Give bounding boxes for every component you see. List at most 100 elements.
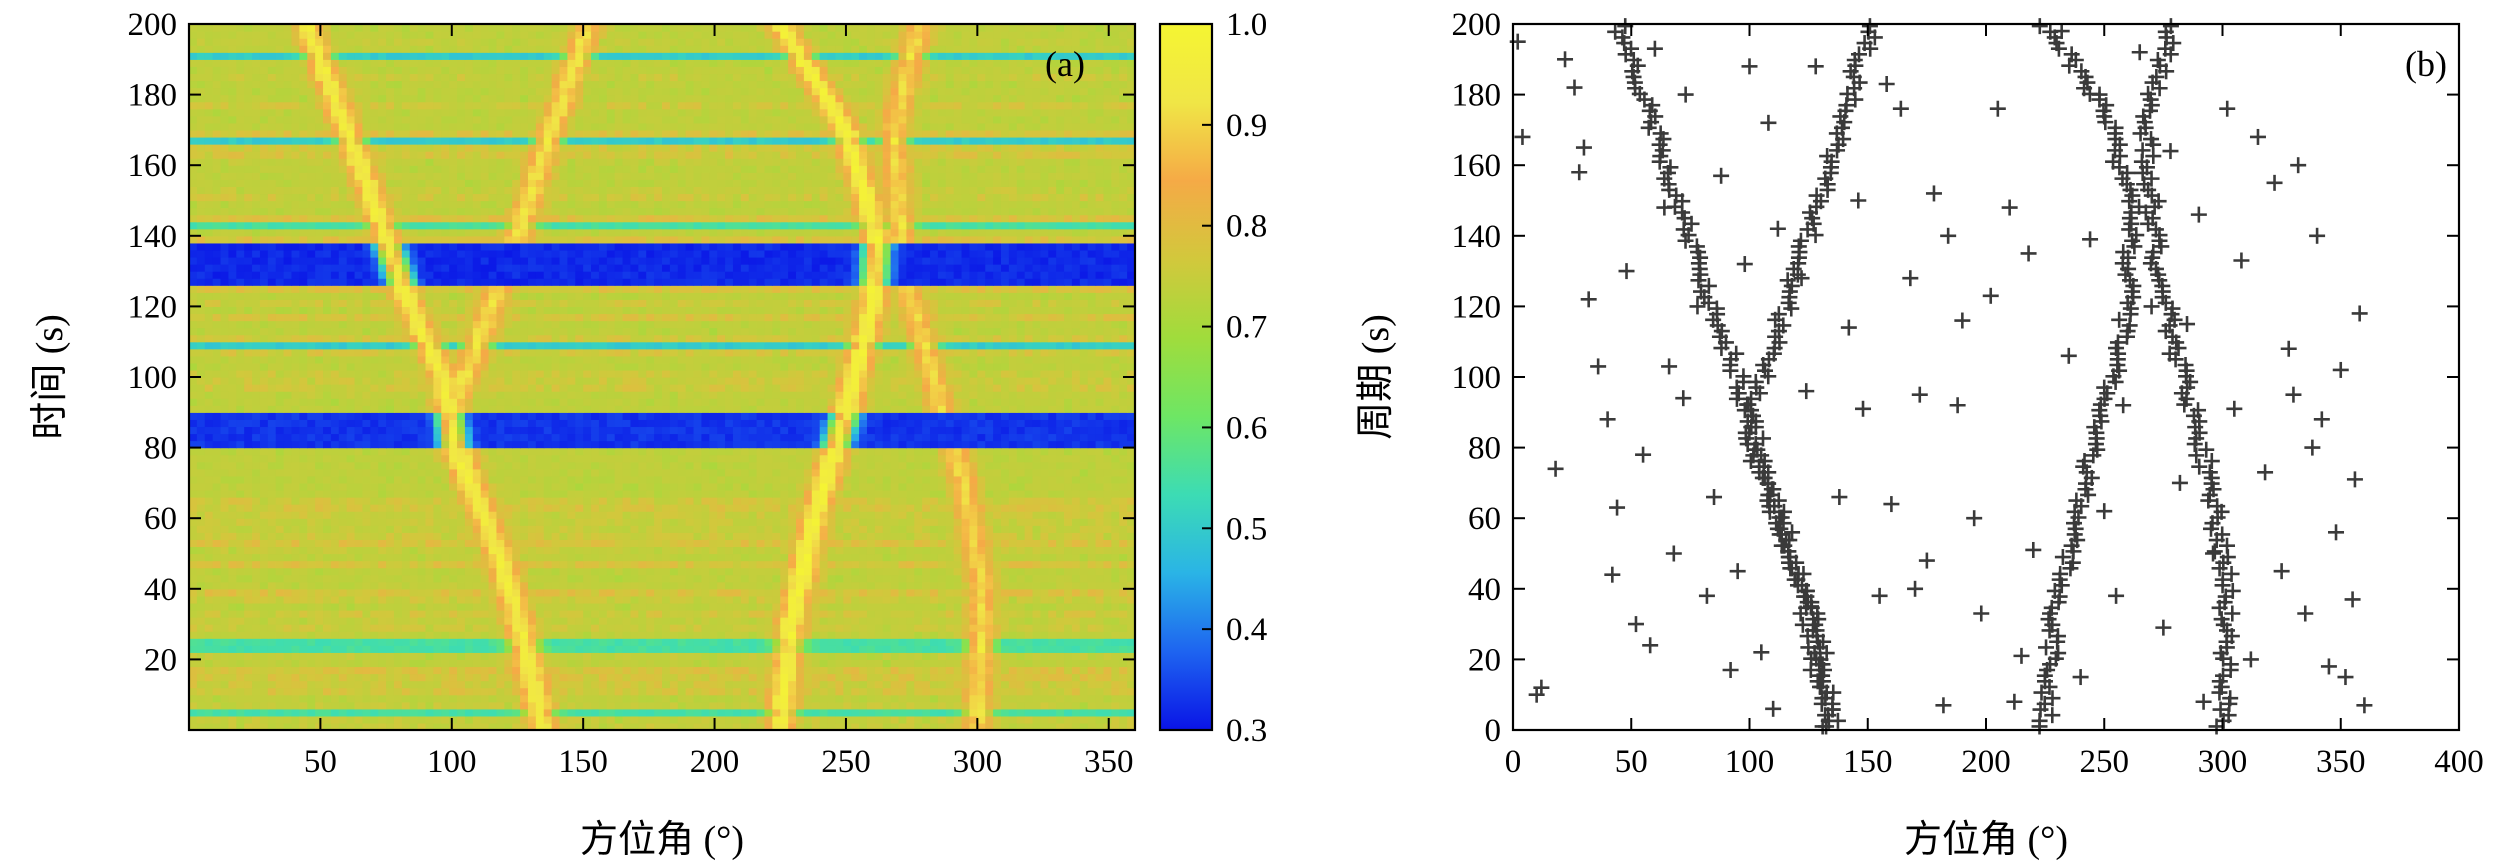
- heatmap-cell: [977, 652, 986, 660]
- heatmap-cell: [906, 666, 915, 675]
- heatmap-cell: [930, 617, 939, 625]
- heatmap-cell: [283, 638, 293, 646]
- heatmap-cell: [1032, 617, 1041, 625]
- heatmap-cell: [606, 546, 616, 555]
- heatmap-cell: [220, 581, 230, 590]
- heatmap-cell: [252, 609, 261, 618]
- heatmap-cell: [559, 602, 568, 611]
- heatmap-cell: [252, 539, 261, 548]
- heatmap-cell: [259, 489, 269, 498]
- heatmap-cell: [267, 673, 277, 682]
- heatmap-cell: [1127, 475, 1136, 484]
- heatmap-cell: [614, 511, 624, 519]
- heatmap-cell: [788, 511, 797, 519]
- heatmap-cell: [323, 454, 332, 463]
- heatmap-cell: [882, 518, 892, 526]
- heatmap-cell: [189, 652, 198, 660]
- heatmap-cell: [1008, 567, 1018, 576]
- heatmap-cell: [851, 560, 860, 569]
- heatmap-cell: [1087, 475, 1097, 484]
- heatmap-cell: [1056, 652, 1065, 660]
- heatmap-cell: [811, 447, 821, 456]
- heatmap-cell: [1079, 687, 1089, 696]
- heatmap-cell: [930, 638, 939, 646]
- heatmap-cell: [1056, 687, 1065, 696]
- heatmap-cell: [693, 645, 703, 653]
- heatmap-cell: [228, 475, 237, 484]
- heatmap-cell: [662, 497, 671, 505]
- heatmap-cell: [488, 440, 498, 449]
- heatmap-cell: [1103, 617, 1112, 625]
- heatmap-cell: [685, 715, 695, 724]
- heatmap-cell: [811, 539, 821, 548]
- heatmap-cell: [386, 532, 395, 540]
- heatmap-cell: [252, 504, 261, 512]
- heatmap-cell: [756, 447, 766, 456]
- heatmap-cell: [543, 701, 553, 710]
- heatmap-cell: [622, 553, 632, 562]
- heatmap-cell: [1087, 617, 1097, 625]
- heatmap-cell: [464, 560, 474, 569]
- heatmap-cell: [512, 588, 521, 597]
- heatmap-cell: [993, 617, 1002, 625]
- heatmap-cell: [220, 454, 230, 463]
- heatmap-cell: [882, 489, 892, 498]
- heatmap-cell: [772, 567, 781, 576]
- heatmap-cell: [937, 631, 947, 639]
- heatmap-cell: [811, 659, 821, 668]
- heatmap-cell: [204, 602, 214, 611]
- heatmap-cell: [591, 595, 600, 604]
- heatmap-cell: [504, 567, 513, 576]
- heatmap-cell: [591, 497, 600, 505]
- heatmap-cell: [717, 722, 726, 731]
- heatmap-cell: [638, 652, 647, 660]
- heatmap-cell: [1079, 574, 1089, 583]
- heatmap-cell: [567, 546, 576, 555]
- heatmap-cell: [1111, 553, 1120, 562]
- heatmap-cell: [725, 659, 734, 668]
- heatmap-cell: [1119, 504, 1128, 512]
- heatmap-cell: [464, 553, 474, 562]
- heatmap-cell: [315, 539, 324, 548]
- heatmap-cell: [338, 609, 348, 618]
- heatmap-cell: [433, 708, 442, 717]
- heatmap-cell: [756, 708, 766, 717]
- heatmap-cell: [291, 525, 300, 533]
- heatmap-cell: [606, 447, 616, 456]
- heatmap-cell: [409, 518, 419, 526]
- heatmap-cell: [543, 553, 553, 562]
- heatmap-cell: [819, 532, 829, 540]
- heatmap-cell: [646, 497, 655, 505]
- heatmap-cell: [606, 659, 616, 668]
- heatmap-cell: [725, 645, 734, 653]
- heatmap-cell: [504, 497, 513, 505]
- heatmap-cell: [480, 504, 490, 512]
- heatmap-cell: [378, 447, 387, 456]
- heatmap-cell: [204, 553, 214, 562]
- heatmap-cell: [638, 687, 647, 696]
- heatmap-cell: [204, 440, 214, 449]
- heatmap-cell: [196, 461, 206, 470]
- heatmap-cell: [780, 659, 789, 668]
- heatmap-cell: [906, 447, 915, 456]
- heatmap-cell: [669, 489, 679, 498]
- heatmap-cell: [315, 518, 324, 526]
- heatmap-cell: [1008, 666, 1018, 675]
- heatmap-cell: [551, 454, 561, 463]
- heatmap-cell: [898, 624, 907, 632]
- heatmap-cell: [283, 567, 293, 576]
- heatmap-cell: [985, 546, 994, 555]
- heatmap-cell: [1071, 609, 1081, 618]
- heatmap-cell: [464, 546, 474, 555]
- heatmap-cell: [307, 567, 316, 576]
- heatmap-cell: [591, 715, 600, 724]
- heatmap-cell: [1008, 475, 1018, 484]
- heatmap-cell: [189, 715, 198, 724]
- heatmap-cell: [977, 673, 986, 682]
- heatmap-cell: [196, 694, 206, 703]
- heatmap-cell: [346, 447, 356, 456]
- heatmap-cell: [425, 680, 434, 689]
- heatmap-cell: [417, 687, 427, 696]
- heatmap-cell: [859, 708, 868, 717]
- heatmap-cell: [480, 440, 490, 449]
